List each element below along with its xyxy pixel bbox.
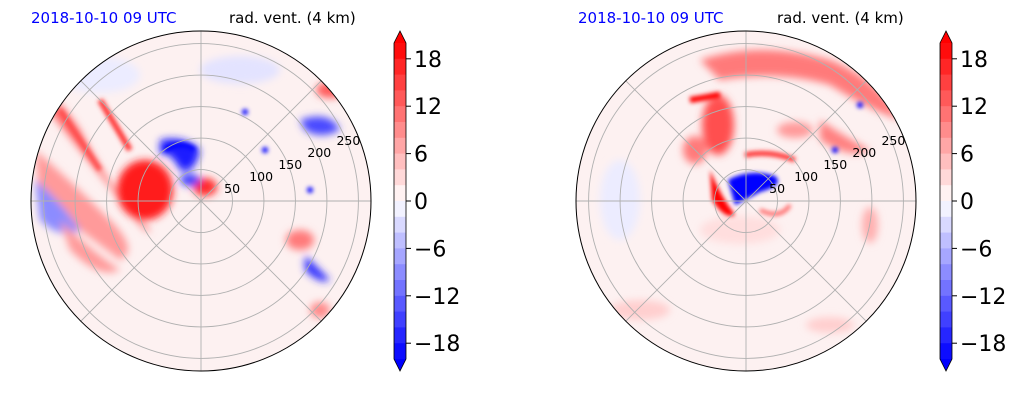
polar-spoke — [625, 200, 747, 322]
colorbar-segment — [940, 169, 952, 186]
colorbar-segment — [940, 106, 952, 123]
colorbar-segment — [394, 58, 406, 76]
radial-tick-label: 50 — [769, 181, 785, 196]
colorbar-segment — [940, 232, 952, 249]
colorbar-tick-label: −18 — [960, 332, 1006, 357]
colorbar-segment — [940, 295, 952, 313]
colorbar-right: 18 12 6 0 −6 −12 −18 — [939, 30, 1006, 372]
polar-spoke — [200, 200, 322, 322]
colorbar-extend-max — [940, 31, 952, 43]
polar-spoke — [80, 80, 202, 202]
panel-right: 2018-10-10 09 UTC rad. vent. (4 km) — [575, 9, 917, 372]
panel-right-field-title: rad. vent. (4 km) — [777, 9, 904, 27]
colorbar-segment — [394, 280, 406, 297]
colorbar-segment — [394, 216, 406, 234]
colorbar-extend-min — [940, 359, 952, 371]
panel-right-date-title: 2018-10-10 09 UTC — [578, 9, 724, 27]
radial-tick-label: 250 — [881, 133, 905, 148]
polar-spoke — [745, 80, 867, 202]
colorbar-tick-label: 18 — [414, 48, 442, 73]
polar-spoke — [80, 200, 202, 322]
polar-spoke — [745, 200, 867, 322]
panel-right-radial-ticks: 50 100 150 200 250 — [769, 133, 905, 196]
colorbar-segment — [394, 106, 406, 123]
panel-left-frame — [30, 30, 372, 372]
radial-tick-label: 100 — [794, 169, 818, 184]
colorbar-segment — [394, 311, 406, 328]
colorbar-extend-min — [394, 359, 406, 371]
colorbar-tick-label: 6 — [960, 143, 974, 168]
colorbar-segment — [940, 74, 952, 91]
radial-tick-label: 150 — [823, 157, 847, 172]
colorbar-segment — [940, 311, 952, 328]
colorbar-tick-label: −12 — [960, 285, 1006, 310]
north-band — [700, 50, 900, 120]
colorbar-segment — [940, 185, 952, 202]
colorbar-segment — [940, 137, 952, 155]
colorbar-tick-label: 6 — [414, 143, 428, 168]
colorbar-segment — [940, 248, 952, 265]
colorbar-tick-label: 12 — [414, 95, 442, 120]
colorbar-segment — [394, 153, 406, 170]
colorbar-frame — [393, 30, 407, 372]
center-negative — [728, 172, 778, 205]
colorbar-tick-label: −12 — [414, 285, 460, 310]
colorbar-tick-label: 0 — [960, 190, 974, 215]
colorbar-segment — [940, 280, 952, 297]
colorbar-segment — [940, 90, 952, 107]
colorbar-tick-label: −18 — [414, 332, 460, 357]
colorbar-tick-label: 0 — [414, 190, 428, 215]
colorbar-segment — [940, 153, 952, 170]
colorbar-segment — [394, 264, 406, 281]
colorbar-tick-label: −6 — [414, 237, 446, 262]
colorbar-segment — [940, 343, 952, 360]
radial-tick-label: 200 — [852, 145, 876, 160]
colorbar-segment — [394, 201, 406, 218]
colorbar-segment — [394, 232, 406, 249]
colorbar-tick-label: 12 — [960, 95, 988, 120]
panel-right-frame — [575, 30, 917, 372]
colorbar-segment — [394, 43, 406, 60]
colorbar-segment — [940, 216, 952, 234]
colorbar-segment — [394, 185, 406, 202]
colorbar-segment — [940, 327, 952, 344]
colorbar-segment — [394, 248, 406, 265]
center-positive — [117, 160, 173, 220]
panel-left-radial-ticks: 50 100 150 200 250 — [224, 133, 360, 196]
colorbar-segment — [394, 122, 406, 139]
colorbar-tick-label: 18 — [960, 48, 988, 73]
colorbar-segment — [394, 295, 406, 313]
panel-right-polar-grid — [576, 31, 916, 371]
colorbar-segment — [394, 137, 406, 155]
colorbar-tick-label: −6 — [960, 237, 992, 262]
colorbar-segment — [394, 343, 406, 360]
radial-tick-label: 250 — [336, 133, 360, 148]
colorbar-segment — [940, 122, 952, 139]
colorbar-segment — [394, 74, 406, 91]
polar-spoke — [200, 80, 322, 202]
panel-left-field-title: rad. vent. (4 km) — [229, 9, 356, 27]
colorbar-segment — [394, 169, 406, 186]
radial-tick-label: 100 — [249, 169, 273, 184]
colorbar-segment — [394, 327, 406, 344]
radial-tick-label: 150 — [278, 157, 302, 172]
colorbar-segment — [940, 43, 952, 60]
colorbar-segment — [394, 90, 406, 107]
center-positive — [710, 170, 735, 216]
radial-tick-label: 200 — [307, 145, 331, 160]
colorbar-left: 18 12 6 0 −6 −12 −18 — [393, 30, 460, 372]
colorbar-frame — [939, 30, 953, 372]
colorbar-extend-max — [394, 31, 406, 43]
polar-spoke — [625, 80, 747, 202]
colorbar-segment — [940, 264, 952, 281]
panel-left-date-title: 2018-10-10 09 UTC — [31, 9, 177, 27]
colorbar-segment — [940, 201, 952, 218]
panel-left-polar-grid — [31, 31, 371, 371]
panel-left: 2018-10-10 09 UTC rad. vent. (4 km) — [30, 9, 372, 372]
colorbar-segment — [940, 58, 952, 76]
radial-tick-label: 50 — [224, 181, 240, 196]
